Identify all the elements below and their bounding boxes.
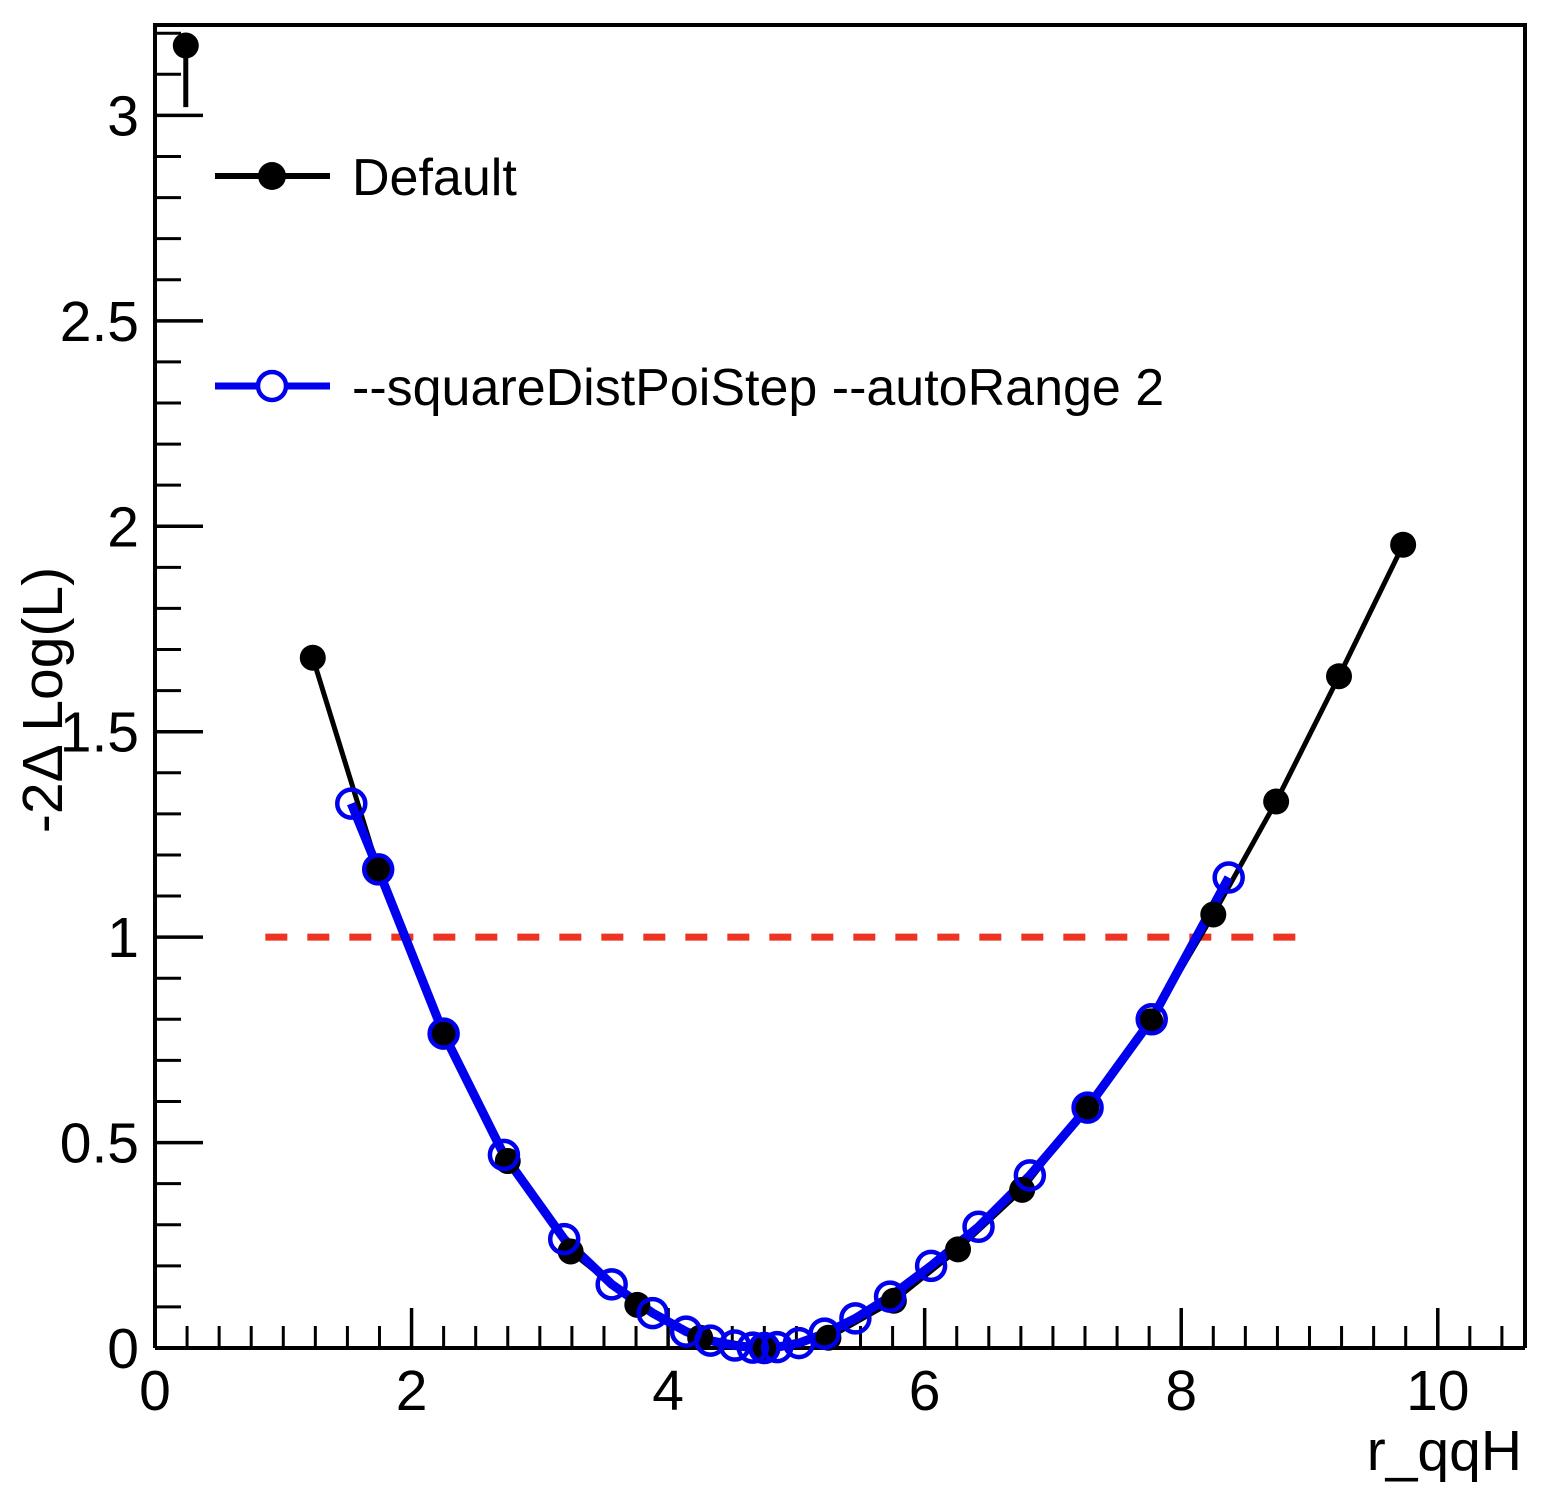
legend-label-alt: --squareDistPoiStep --autoRange 2: [352, 359, 1164, 417]
alt-data-point: [1135, 1003, 1168, 1036]
alt-data-point: [808, 1317, 841, 1350]
alt-data-point: [487, 1138, 521, 1172]
default-data-point: [1325, 663, 1352, 690]
alt-data-point: [335, 787, 368, 820]
legend-label-default: Default: [352, 149, 517, 207]
alt-data-point: [595, 1268, 628, 1301]
axis-lines: [153, 25, 1525, 1350]
alt-data-point: [636, 1296, 669, 1330]
legend-marker-filled-circle-icon: [258, 162, 286, 190]
legend: Default --squareDistPoiStep --autoRange …: [215, 149, 1164, 417]
x-tick-label: 6: [909, 1359, 941, 1423]
alt-data-point: [873, 1280, 907, 1313]
default-data-point: [1390, 531, 1417, 558]
default-data-point: [1073, 1094, 1100, 1121]
x-tick-label: 2: [396, 1359, 428, 1423]
default-data-point: [1137, 1008, 1164, 1035]
alt-data-point: [748, 1331, 781, 1365]
x-tick-label: 8: [1165, 1359, 1197, 1423]
y-tick-label: 3: [107, 84, 139, 148]
legend-marker-open-circle-icon: [255, 369, 289, 403]
alt-data-point: [694, 1324, 727, 1357]
y-axis-tick-labels: 0 0.5 1 1.5 2 2.5 3: [60, 84, 139, 1381]
default-data-point: [1263, 788, 1290, 815]
series-alt-markers: [335, 787, 1245, 1365]
x-axis-tick-labels: 0 2 4 6 8 10: [139, 1359, 1469, 1423]
default-data-point: [1200, 901, 1227, 928]
y-axis-title: -2Δ Log(L): [11, 567, 75, 833]
alt-data-point: [427, 1017, 460, 1050]
alt-data-point: [962, 1210, 995, 1244]
y-tick-label: 0: [107, 1317, 139, 1381]
default-data-point: [945, 1236, 972, 1263]
alt-data-point: [547, 1222, 581, 1256]
alt-data-point: [760, 1330, 794, 1364]
default-data-point: [172, 32, 199, 59]
y-tick-label: 2.5: [60, 290, 139, 354]
y-tick-label: 1.5: [60, 701, 139, 765]
y-tick-label: 0.5: [60, 1112, 139, 1176]
default-data-point: [365, 856, 392, 883]
legend-entry-alt[interactable]: --squareDistPoiStep --autoRange 2: [215, 359, 1164, 417]
alt-data-point: [914, 1249, 948, 1283]
alt-data-point: [736, 1331, 770, 1364]
x-tick-label: 4: [652, 1359, 684, 1423]
alt-data-point: [1013, 1159, 1047, 1192]
x-tick-label: 0: [139, 1359, 171, 1423]
x-axis-title: r_qqH: [1367, 1419, 1522, 1483]
y-tick-label: 1: [107, 906, 139, 970]
alt-data-point: [361, 853, 395, 886]
x-tick-label: 10: [1406, 1359, 1469, 1423]
alt-data-point: [839, 1302, 872, 1335]
default-data-point: [299, 644, 326, 671]
alt-data-point: [1071, 1091, 1104, 1124]
alt-data-point: [1212, 861, 1245, 894]
default-data-point: [624, 1291, 651, 1318]
legend-entry-default[interactable]: Default: [215, 149, 517, 207]
default-data-point: [430, 1020, 457, 1047]
y-tick-label: 2: [107, 495, 139, 559]
y-axis-minor-ticks: [155, 31, 181, 1309]
